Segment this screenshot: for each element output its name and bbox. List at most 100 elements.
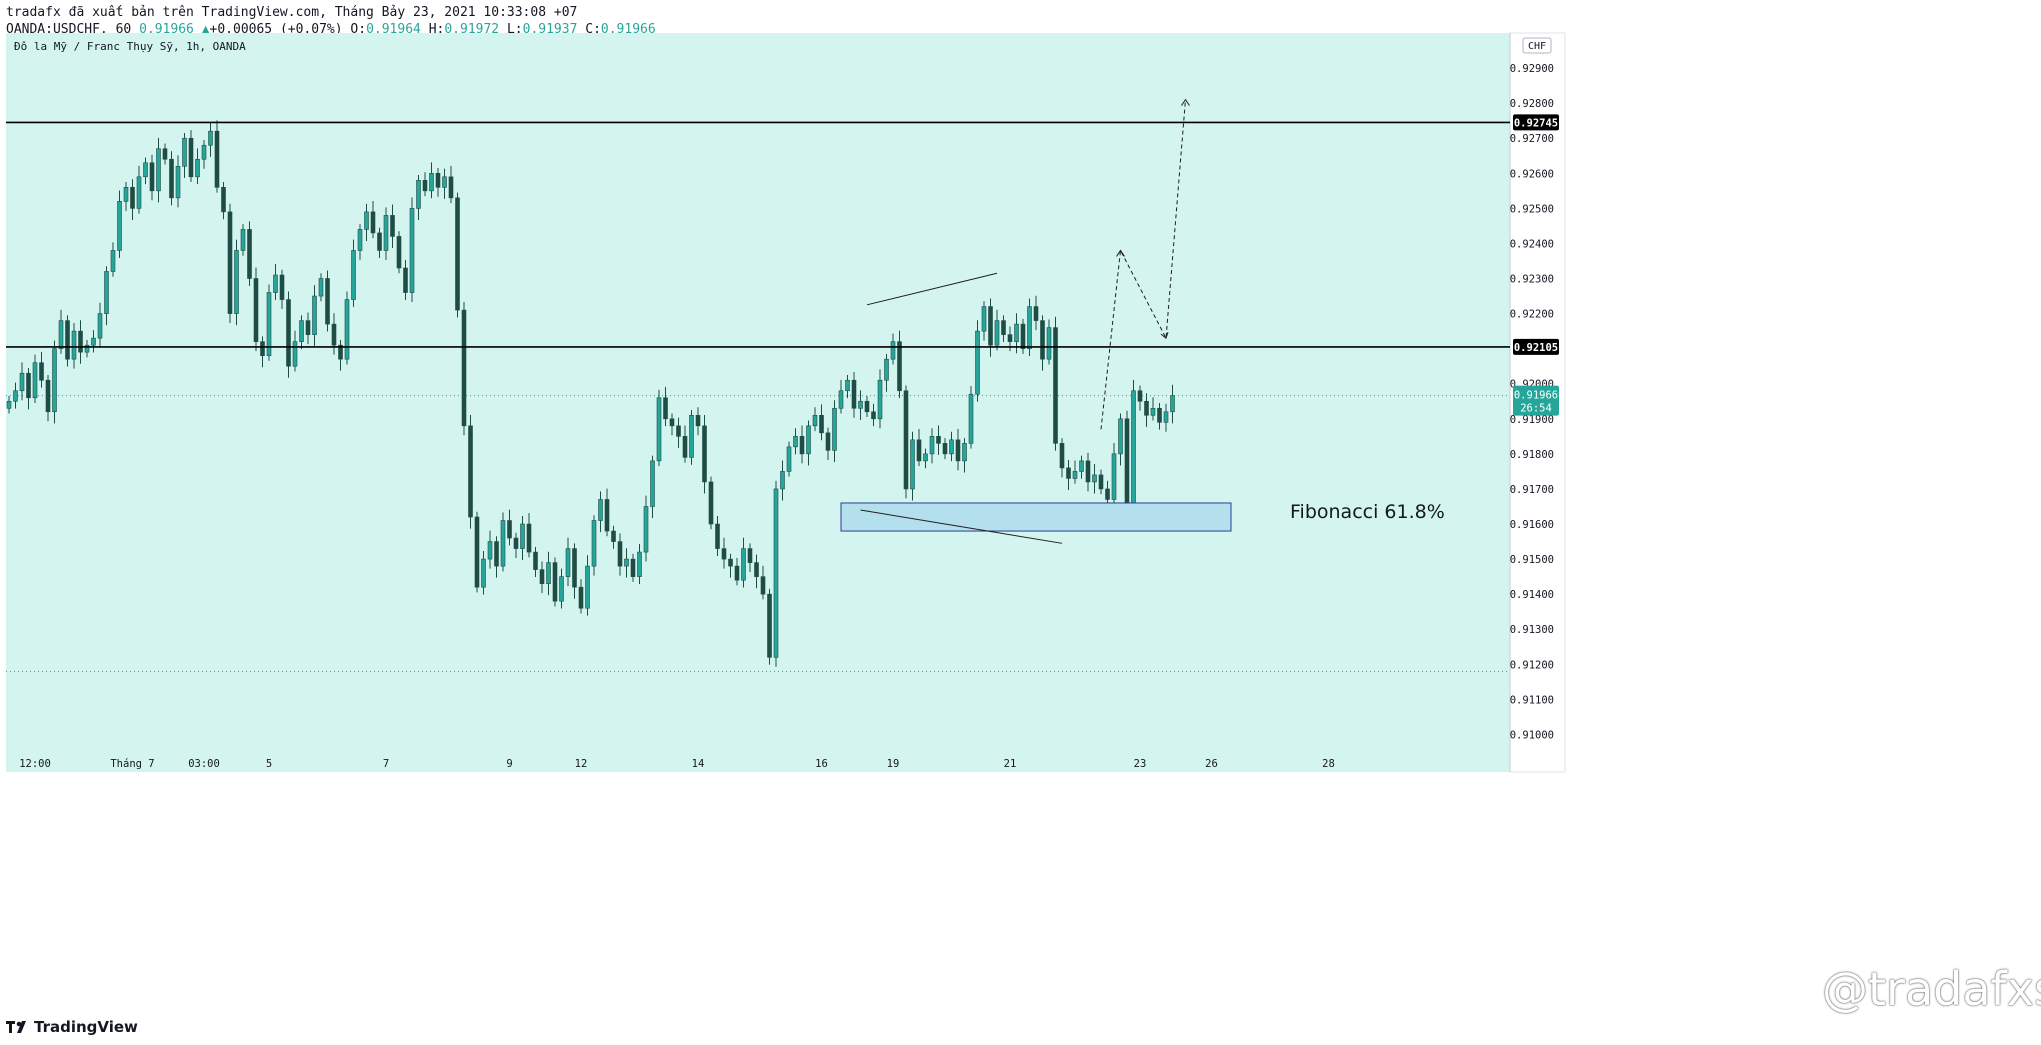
candle-body — [702, 425, 707, 483]
candle-body — [208, 130, 213, 146]
candle-body — [1092, 474, 1097, 483]
x-tick-label: 19 — [887, 758, 900, 770]
candle-body — [546, 562, 551, 584]
candle-body — [812, 414, 818, 427]
candle-body — [890, 341, 896, 360]
candle-body — [676, 425, 681, 437]
candle-body — [130, 187, 135, 209]
candle-body — [981, 306, 987, 332]
candle-body — [942, 443, 948, 455]
candle-body — [312, 295, 317, 335]
candle-body — [1053, 327, 1058, 444]
publish-info: tradafx đã xuất bản trên TradingView.com… — [6, 5, 578, 20]
candle-body — [13, 390, 18, 402]
candle-body — [520, 523, 525, 549]
candle-body — [591, 520, 597, 567]
candle-body — [58, 320, 64, 349]
candle-body — [715, 523, 720, 549]
x-tick-label: 21 — [1004, 758, 1017, 770]
candle-body — [858, 400, 863, 409]
candle-body — [273, 274, 278, 293]
y-tick-label: 0.92700 — [1510, 133, 1554, 145]
candle-body — [45, 379, 51, 413]
x-tick-label: Tháng 7 — [110, 758, 154, 770]
candle-body — [916, 439, 922, 462]
candle-body — [773, 488, 779, 658]
candle-body — [1111, 453, 1117, 500]
candle-body — [175, 165, 181, 199]
candle-body — [429, 172, 434, 192]
candle-body — [500, 520, 506, 567]
y-tick-label: 0.92300 — [1510, 274, 1554, 286]
candle-body — [611, 530, 616, 542]
candle-body — [806, 425, 811, 455]
candle-body — [260, 341, 265, 356]
candle-body — [864, 400, 870, 413]
candle-body — [117, 201, 122, 251]
candle-body — [1105, 488, 1110, 500]
candle-body — [162, 148, 168, 160]
candle-body — [409, 208, 415, 293]
chart-title: Đô la Mỹ / Franc Thụy Sỹ, 1h, OANDA — [14, 40, 246, 53]
upper-trendline — [866, 272, 998, 306]
candle-body — [468, 425, 473, 518]
candle-body — [650, 460, 655, 507]
candle-body — [52, 348, 57, 413]
x-tick-label: 12:00 — [19, 758, 51, 770]
candle-body — [669, 418, 675, 427]
candle-body — [338, 344, 343, 360]
candle-body — [156, 148, 161, 192]
candle-body — [227, 211, 233, 314]
y-tick-label: 0.92800 — [1510, 98, 1554, 110]
x-tick-label: 7 — [383, 758, 389, 770]
y-tick-label: 0.91500 — [1510, 554, 1554, 566]
candle-body — [390, 215, 395, 237]
candle-body — [279, 274, 285, 300]
level-tag-label: 0.92745 — [1514, 117, 1558, 129]
candle-body — [136, 176, 142, 209]
tv-logo-icon — [6, 1021, 26, 1033]
candle-body — [929, 436, 935, 455]
candle-body — [910, 439, 915, 490]
candle-body — [994, 320, 1000, 346]
candle-body — [286, 299, 291, 367]
candle-body — [377, 232, 382, 251]
candle-body — [741, 548, 746, 581]
candle-body — [1163, 411, 1169, 423]
candle-body — [32, 362, 38, 399]
arrow-head-icon — [1116, 249, 1125, 257]
candle-body — [104, 271, 109, 314]
candle-body — [559, 576, 564, 602]
x-tick-label: 9 — [506, 758, 512, 770]
candle-body — [6, 400, 12, 409]
candle-body — [1150, 407, 1156, 416]
candle-body — [1144, 400, 1149, 416]
fib-zone-box — [840, 502, 1232, 532]
candle-body — [988, 306, 993, 346]
candle-body — [383, 215, 389, 251]
candle-body — [578, 586, 584, 609]
candle-body — [78, 330, 83, 353]
triangle-up-icon: ▲ — [201, 22, 210, 37]
candle-body — [1098, 474, 1104, 490]
y-tick-label: 0.92900 — [1510, 63, 1554, 75]
y-tick-label: 0.91800 — [1510, 449, 1554, 461]
x-tick-label: 23 — [1134, 758, 1147, 770]
candle-body — [949, 439, 954, 455]
candle-body — [91, 337, 96, 346]
candle-body — [1014, 323, 1019, 342]
candle-body — [195, 158, 200, 178]
candle-body — [572, 548, 577, 588]
arrow-head-icon — [1160, 331, 1169, 339]
candle-body — [442, 176, 447, 188]
candle-body — [656, 397, 662, 462]
y-tick-label: 0.91700 — [1510, 484, 1554, 496]
candle-body — [689, 414, 694, 458]
candle-body — [221, 187, 226, 213]
candle-body — [708, 481, 714, 525]
candle-body — [1085, 460, 1091, 483]
candle-body — [533, 551, 538, 570]
tradingview-logo[interactable]: TradingView — [6, 1018, 138, 1036]
candle-body — [351, 250, 356, 300]
